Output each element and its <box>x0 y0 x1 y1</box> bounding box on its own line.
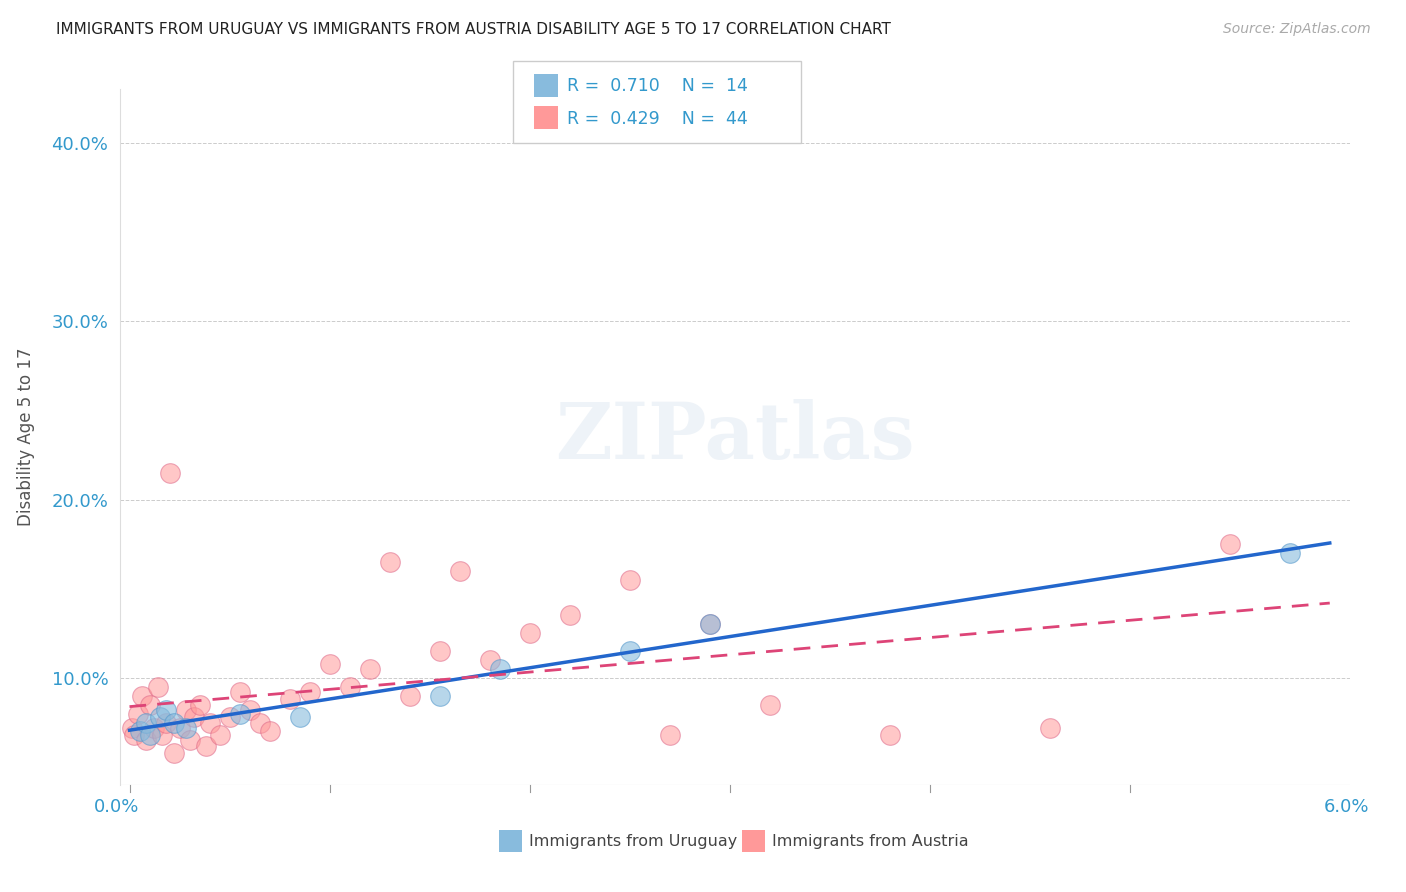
Point <box>228 685 250 699</box>
Point <box>558 608 581 623</box>
Point <box>146 680 169 694</box>
Point <box>150 728 173 742</box>
Point <box>194 739 217 753</box>
Point <box>278 692 301 706</box>
Point <box>249 715 271 730</box>
Point <box>619 573 641 587</box>
Point <box>699 617 721 632</box>
Point <box>429 644 451 658</box>
Point <box>699 617 721 632</box>
Point <box>619 644 641 658</box>
Point <box>179 733 201 747</box>
Point <box>122 728 145 742</box>
Point <box>228 706 250 721</box>
Point <box>288 710 311 724</box>
Point <box>519 626 541 640</box>
Point <box>658 728 681 742</box>
Point <box>159 466 181 480</box>
Point <box>174 721 197 735</box>
Point <box>142 721 165 735</box>
Point <box>127 706 149 721</box>
Point <box>339 680 361 694</box>
Point <box>183 710 205 724</box>
Point <box>198 715 221 730</box>
Point <box>298 685 321 699</box>
Point <box>398 689 420 703</box>
Text: Immigrants from Austria: Immigrants from Austria <box>772 834 969 848</box>
Point <box>478 653 501 667</box>
Text: Source: ZipAtlas.com: Source: ZipAtlas.com <box>1223 22 1371 37</box>
Text: R =  0.429    N =  44: R = 0.429 N = 44 <box>567 110 748 128</box>
Y-axis label: Disability Age 5 to 17: Disability Age 5 to 17 <box>17 348 35 526</box>
Point <box>148 710 170 724</box>
Point <box>1219 537 1241 551</box>
Point <box>429 689 451 703</box>
Point <box>449 564 471 578</box>
Point <box>1278 546 1301 560</box>
Point <box>208 728 231 742</box>
Point <box>218 710 240 724</box>
Point <box>318 657 340 671</box>
Point <box>162 746 184 760</box>
Point <box>138 728 160 742</box>
Point <box>155 703 177 717</box>
Point <box>359 662 381 676</box>
Point <box>879 728 901 742</box>
Text: Immigrants from Uruguay: Immigrants from Uruguay <box>529 834 737 848</box>
Text: R =  0.710    N =  14: R = 0.710 N = 14 <box>567 77 748 95</box>
Point <box>138 698 160 712</box>
Point <box>162 715 184 730</box>
Point <box>488 662 510 676</box>
Point <box>758 698 780 712</box>
Point <box>169 721 191 735</box>
Point <box>174 703 197 717</box>
Point <box>128 724 150 739</box>
Text: IMMIGRANTS FROM URUGUAY VS IMMIGRANTS FROM AUSTRIA DISABILITY AGE 5 TO 17 CORREL: IMMIGRANTS FROM URUGUAY VS IMMIGRANTS FR… <box>56 22 891 37</box>
Point <box>134 715 156 730</box>
Point <box>238 703 260 717</box>
Point <box>131 689 153 703</box>
Point <box>134 733 156 747</box>
Text: 0.0%: 0.0% <box>94 797 139 815</box>
Point <box>121 721 143 735</box>
Point <box>155 715 177 730</box>
Text: 6.0%: 6.0% <box>1324 797 1369 815</box>
Point <box>259 724 281 739</box>
Point <box>1039 721 1062 735</box>
Text: ZIPatlas: ZIPatlas <box>555 399 914 475</box>
Point <box>378 555 401 569</box>
Point <box>188 698 211 712</box>
